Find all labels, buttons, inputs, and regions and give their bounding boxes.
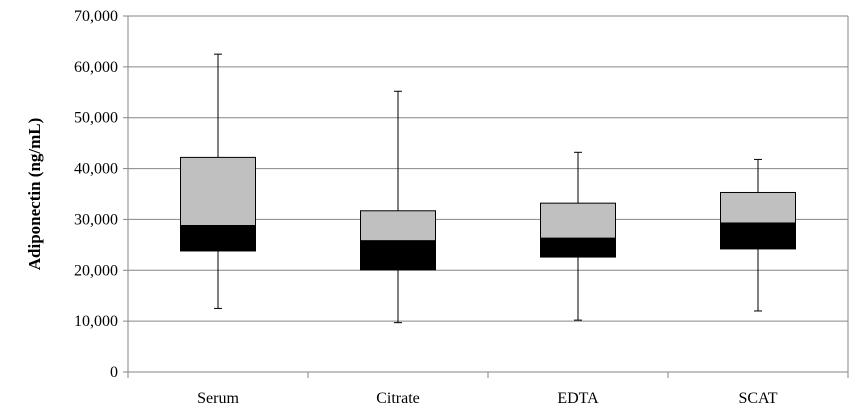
- y-tick-label: 0: [110, 364, 118, 381]
- lower-box: [540, 237, 616, 258]
- box-serum: [180, 53, 256, 309]
- lower-box: [180, 225, 256, 252]
- x-tick-labels: Serum Citrate EDTA SCAT: [197, 390, 778, 407]
- box-scat: [720, 158, 796, 312]
- upper-box: [720, 191, 796, 224]
- upper-box: [540, 202, 616, 239]
- x-tick-label: Citrate: [376, 390, 420, 407]
- lower-box: [720, 222, 796, 250]
- y-tick-label: 30,000: [74, 211, 118, 228]
- y-tick-label: 40,000: [74, 161, 118, 178]
- lower-box: [360, 240, 436, 271]
- y-tick-label: 20,000: [74, 262, 118, 279]
- x-tick-label: SCAT: [738, 390, 777, 407]
- y-tick-label: 70,000: [74, 8, 118, 25]
- upper-box: [180, 156, 256, 227]
- box-series: [180, 53, 796, 324]
- axes: [123, 15, 849, 378]
- box-citrate: [360, 90, 436, 324]
- x-tick-label: Serum: [197, 390, 239, 407]
- y-tick-label: 50,000: [74, 110, 118, 127]
- y-tick-labels: 0 10,000 20,000 30,000 40,000 50,000 60,000 70,…: [74, 8, 118, 381]
- y-tick-label: 60,000: [74, 59, 118, 76]
- box-edta: [540, 151, 616, 321]
- y-tick-label: 10,000: [74, 313, 118, 330]
- upper-box: [360, 210, 436, 242]
- x-tick-label: EDTA: [557, 390, 599, 407]
- y-axis-label: Adiponectin (ng/mL): [25, 118, 44, 271]
